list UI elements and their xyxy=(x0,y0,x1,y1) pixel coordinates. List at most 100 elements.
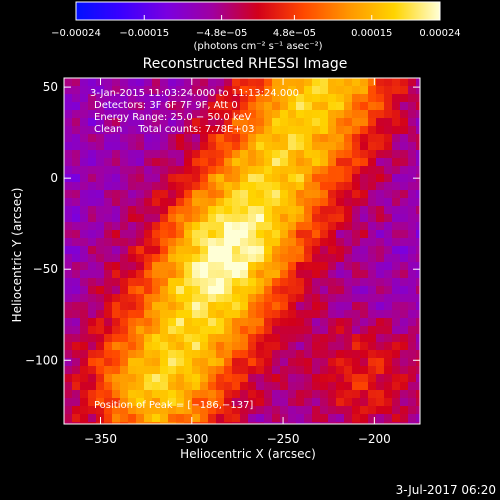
heatmap-cell xyxy=(400,182,408,190)
heatmap-cell xyxy=(176,422,184,424)
heatmap-cell xyxy=(240,374,248,382)
heatmap-cell xyxy=(168,158,176,166)
heatmap-cell xyxy=(120,94,128,102)
heatmap-cell xyxy=(304,390,312,398)
heatmap-cell xyxy=(384,382,392,390)
heatmap-cell xyxy=(272,86,280,94)
heatmap-cell xyxy=(160,326,168,334)
heatmap-cell xyxy=(272,174,280,182)
heatmap-cell xyxy=(288,270,296,278)
heatmap-cell xyxy=(104,118,112,126)
heatmap-cell xyxy=(408,238,416,246)
heatmap-cell xyxy=(256,342,264,350)
heatmap-cell xyxy=(240,94,248,102)
heatmap-cell xyxy=(136,118,144,126)
heatmap-cell xyxy=(168,270,176,278)
heatmap-cell xyxy=(256,102,264,110)
heatmap-cell xyxy=(88,166,96,174)
heatmap-cell xyxy=(232,78,240,86)
heatmap-cell xyxy=(184,390,192,398)
heatmap-cell xyxy=(384,246,392,254)
heatmap-cell xyxy=(416,270,420,278)
heatmap-cell xyxy=(248,78,256,86)
heatmap-image xyxy=(64,78,420,424)
heatmap-cell xyxy=(120,310,128,318)
heatmap-cell xyxy=(80,286,88,294)
heatmap-cell xyxy=(360,270,368,278)
heatmap-cell xyxy=(344,86,352,94)
heatmap-cell xyxy=(328,334,336,342)
heatmap-cell xyxy=(120,182,128,190)
heatmap-cell xyxy=(328,190,336,198)
heatmap-cell xyxy=(120,302,128,310)
heatmap-cell xyxy=(192,366,200,374)
heatmap-cell xyxy=(392,286,400,294)
heatmap-cell xyxy=(256,174,264,182)
heatmap-cell xyxy=(80,182,88,190)
heatmap-cell xyxy=(104,254,112,262)
heatmap-cell xyxy=(216,222,224,230)
heatmap-cell xyxy=(216,374,224,382)
heatmap-cell xyxy=(232,102,240,110)
heatmap-cell xyxy=(168,374,176,382)
heatmap-cell xyxy=(328,366,336,374)
heatmap-cell xyxy=(152,406,160,414)
heatmap-cell xyxy=(184,286,192,294)
heatmap-cell xyxy=(240,118,248,126)
heatmap-cell xyxy=(176,302,184,310)
heatmap-cell xyxy=(192,406,200,414)
heatmap-cell xyxy=(248,342,256,350)
heatmap-cell xyxy=(256,350,264,358)
heatmap-cell xyxy=(264,390,272,398)
heatmap-cell xyxy=(400,94,408,102)
heatmap-cell xyxy=(160,174,168,182)
heatmap-cell xyxy=(352,166,360,174)
heatmap-cell xyxy=(312,262,320,270)
heatmap-cell xyxy=(80,94,88,102)
heatmap-cell xyxy=(136,78,144,86)
heatmap-cell xyxy=(240,158,248,166)
heatmap-cell xyxy=(352,326,360,334)
heatmap-cell xyxy=(112,134,120,142)
heatmap-cell xyxy=(192,398,200,406)
heatmap-cell xyxy=(344,326,352,334)
heatmap-cell xyxy=(192,118,200,126)
heatmap-cell xyxy=(376,238,384,246)
heatmap-cell xyxy=(160,294,168,302)
heatmap-cell xyxy=(368,294,376,302)
heatmap-cell xyxy=(408,198,416,206)
heatmap-cell xyxy=(192,222,200,230)
heatmap-cell xyxy=(104,158,112,166)
heatmap-cell xyxy=(416,350,420,358)
heatmap-cell xyxy=(304,422,312,424)
heatmap-cell xyxy=(200,390,208,398)
heatmap-cell xyxy=(376,254,384,262)
heatmap-cell xyxy=(232,326,240,334)
heatmap-cell xyxy=(168,134,176,142)
heatmap-cell xyxy=(232,422,240,424)
heatmap-cell xyxy=(152,214,160,222)
heatmap-cell xyxy=(304,150,312,158)
heatmap-cell xyxy=(224,398,232,406)
heatmap-cell xyxy=(168,222,176,230)
heatmap-cell xyxy=(160,150,168,158)
heatmap-cell xyxy=(344,254,352,262)
heatmap-cell xyxy=(376,246,384,254)
heatmap-cell xyxy=(72,94,80,102)
heatmap-cell xyxy=(128,158,136,166)
heatmap-cell xyxy=(400,126,408,134)
heatmap-cell xyxy=(104,326,112,334)
heatmap-cell xyxy=(120,78,128,86)
heatmap-cell xyxy=(168,94,176,102)
heatmap-cell xyxy=(88,422,96,424)
heatmap-cell xyxy=(416,414,420,422)
heatmap-cell xyxy=(136,318,144,326)
heatmap-cell xyxy=(264,190,272,198)
heatmap-cell xyxy=(64,230,72,238)
heatmap-cell xyxy=(400,262,408,270)
heatmap-cell xyxy=(232,166,240,174)
heatmap-cell xyxy=(104,414,112,422)
heatmap-cell xyxy=(312,286,320,294)
heatmap-cell xyxy=(128,102,136,110)
heatmap-cell xyxy=(120,398,128,406)
